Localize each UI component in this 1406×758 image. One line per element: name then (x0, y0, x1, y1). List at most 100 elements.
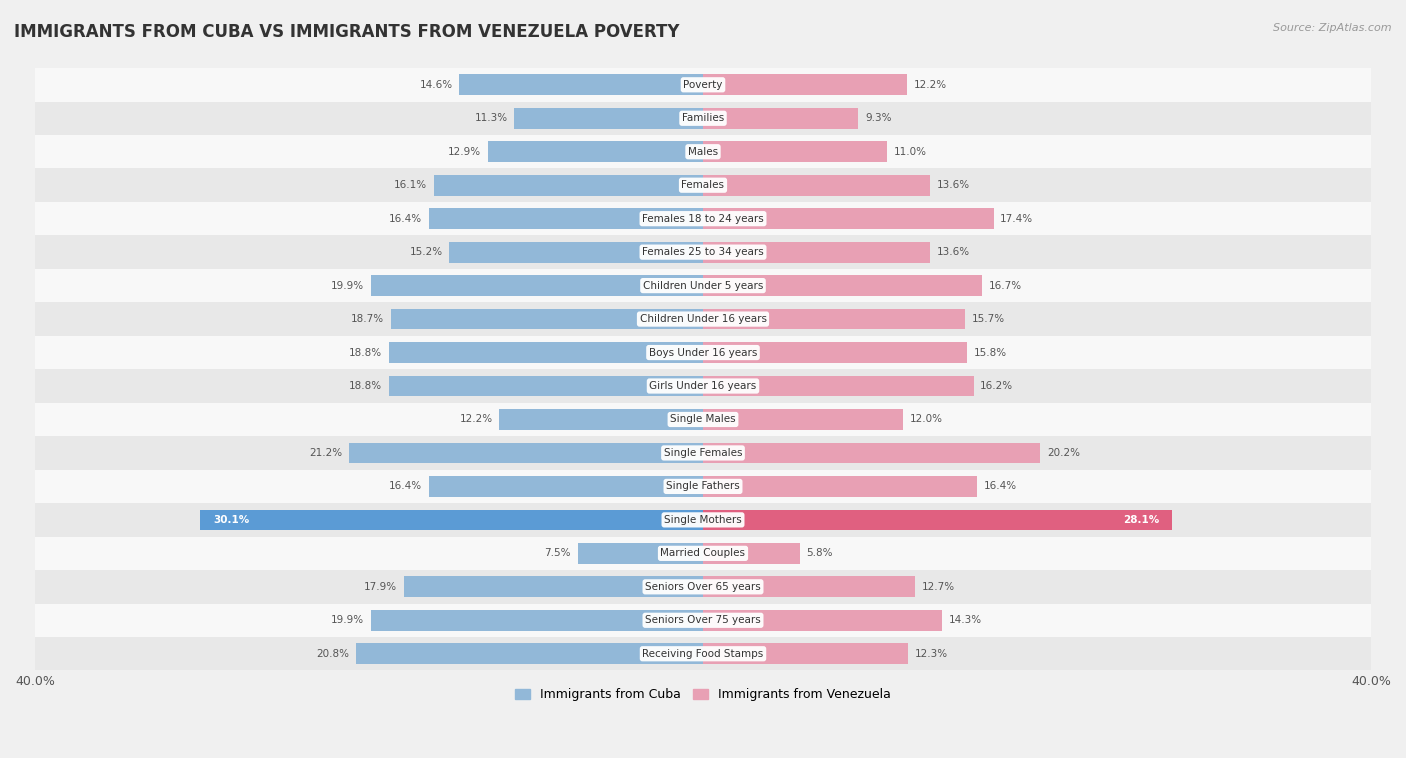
Text: 15.2%: 15.2% (409, 247, 443, 257)
Text: 16.1%: 16.1% (394, 180, 427, 190)
Bar (35, 202, 1371, 236)
Text: 14.3%: 14.3% (949, 615, 981, 625)
Text: Single Fathers: Single Fathers (666, 481, 740, 491)
Text: Children Under 16 years: Children Under 16 years (640, 314, 766, 324)
Bar (703, 141, 887, 162)
Text: Females 25 to 34 years: Females 25 to 34 years (643, 247, 763, 257)
Bar (429, 476, 703, 496)
Text: 16.7%: 16.7% (988, 280, 1022, 290)
Text: 12.0%: 12.0% (910, 415, 943, 424)
Text: Seniors Over 75 years: Seniors Over 75 years (645, 615, 761, 625)
Text: 5.8%: 5.8% (807, 548, 832, 559)
Text: 14.6%: 14.6% (419, 80, 453, 89)
Text: 11.0%: 11.0% (893, 147, 927, 157)
Text: 13.6%: 13.6% (936, 247, 970, 257)
Text: 17.9%: 17.9% (364, 582, 398, 592)
Text: 12.3%: 12.3% (915, 649, 948, 659)
Bar (35, 269, 1371, 302)
Bar (434, 175, 703, 196)
Text: 18.7%: 18.7% (352, 314, 384, 324)
Text: 18.8%: 18.8% (349, 381, 382, 391)
Bar (488, 141, 703, 162)
Text: 9.3%: 9.3% (865, 113, 891, 124)
Bar (35, 603, 1371, 637)
Text: Males: Males (688, 147, 718, 157)
Bar (703, 543, 800, 564)
Bar (703, 309, 965, 330)
Bar (35, 503, 1371, 537)
Text: 30.1%: 30.1% (214, 515, 250, 525)
Bar (35, 570, 1371, 603)
Bar (703, 74, 907, 96)
Bar (35, 402, 1371, 436)
Bar (371, 610, 703, 631)
Text: Married Couples: Married Couples (661, 548, 745, 559)
Text: 20.2%: 20.2% (1047, 448, 1080, 458)
Legend: Immigrants from Cuba, Immigrants from Venezuela: Immigrants from Cuba, Immigrants from Ve… (510, 684, 896, 706)
Text: Children Under 5 years: Children Under 5 years (643, 280, 763, 290)
Bar (703, 576, 915, 597)
Text: 12.7%: 12.7% (922, 582, 955, 592)
Text: 16.4%: 16.4% (389, 481, 422, 491)
Bar (703, 175, 931, 196)
Bar (703, 443, 1040, 463)
Bar (35, 168, 1371, 202)
Bar (515, 108, 703, 129)
Text: 21.2%: 21.2% (309, 448, 342, 458)
Bar (578, 543, 703, 564)
Bar (35, 102, 1371, 135)
Bar (35, 68, 1371, 102)
Text: 28.1%: 28.1% (1123, 515, 1159, 525)
Text: 12.9%: 12.9% (447, 147, 481, 157)
Bar (703, 476, 977, 496)
Bar (35, 470, 1371, 503)
Bar (35, 236, 1371, 269)
Bar (200, 509, 703, 531)
Bar (391, 309, 703, 330)
Bar (703, 409, 904, 430)
Text: 7.5%: 7.5% (544, 548, 571, 559)
Text: 15.7%: 15.7% (972, 314, 1005, 324)
Text: Single Males: Single Males (671, 415, 735, 424)
Text: 16.4%: 16.4% (389, 214, 422, 224)
Text: 12.2%: 12.2% (460, 415, 492, 424)
Bar (703, 275, 981, 296)
Bar (35, 436, 1371, 470)
Text: 19.9%: 19.9% (330, 280, 364, 290)
Text: 20.8%: 20.8% (316, 649, 349, 659)
Bar (404, 576, 703, 597)
Text: Poverty: Poverty (683, 80, 723, 89)
Bar (35, 336, 1371, 369)
Bar (703, 509, 1173, 531)
Text: 16.4%: 16.4% (984, 481, 1017, 491)
Bar (35, 135, 1371, 168)
Text: Single Females: Single Females (664, 448, 742, 458)
Bar (35, 537, 1371, 570)
Bar (35, 302, 1371, 336)
Text: 13.6%: 13.6% (936, 180, 970, 190)
Text: 17.4%: 17.4% (1000, 214, 1033, 224)
Bar (429, 208, 703, 229)
Bar (703, 610, 942, 631)
Text: Single Mothers: Single Mothers (664, 515, 742, 525)
Text: Girls Under 16 years: Girls Under 16 years (650, 381, 756, 391)
Text: 11.3%: 11.3% (474, 113, 508, 124)
Bar (389, 342, 703, 363)
Bar (703, 342, 967, 363)
Text: Boys Under 16 years: Boys Under 16 years (648, 347, 758, 358)
Bar (703, 208, 994, 229)
Text: Females: Females (682, 180, 724, 190)
Bar (349, 443, 703, 463)
Bar (460, 74, 703, 96)
Text: 15.8%: 15.8% (973, 347, 1007, 358)
Bar (389, 376, 703, 396)
Text: 18.8%: 18.8% (349, 347, 382, 358)
Bar (356, 644, 703, 664)
Bar (703, 644, 908, 664)
Text: Seniors Over 65 years: Seniors Over 65 years (645, 582, 761, 592)
Text: IMMIGRANTS FROM CUBA VS IMMIGRANTS FROM VENEZUELA POVERTY: IMMIGRANTS FROM CUBA VS IMMIGRANTS FROM … (14, 23, 679, 41)
Text: 16.2%: 16.2% (980, 381, 1014, 391)
Text: 12.2%: 12.2% (914, 80, 946, 89)
Bar (499, 409, 703, 430)
Text: Source: ZipAtlas.com: Source: ZipAtlas.com (1274, 23, 1392, 33)
